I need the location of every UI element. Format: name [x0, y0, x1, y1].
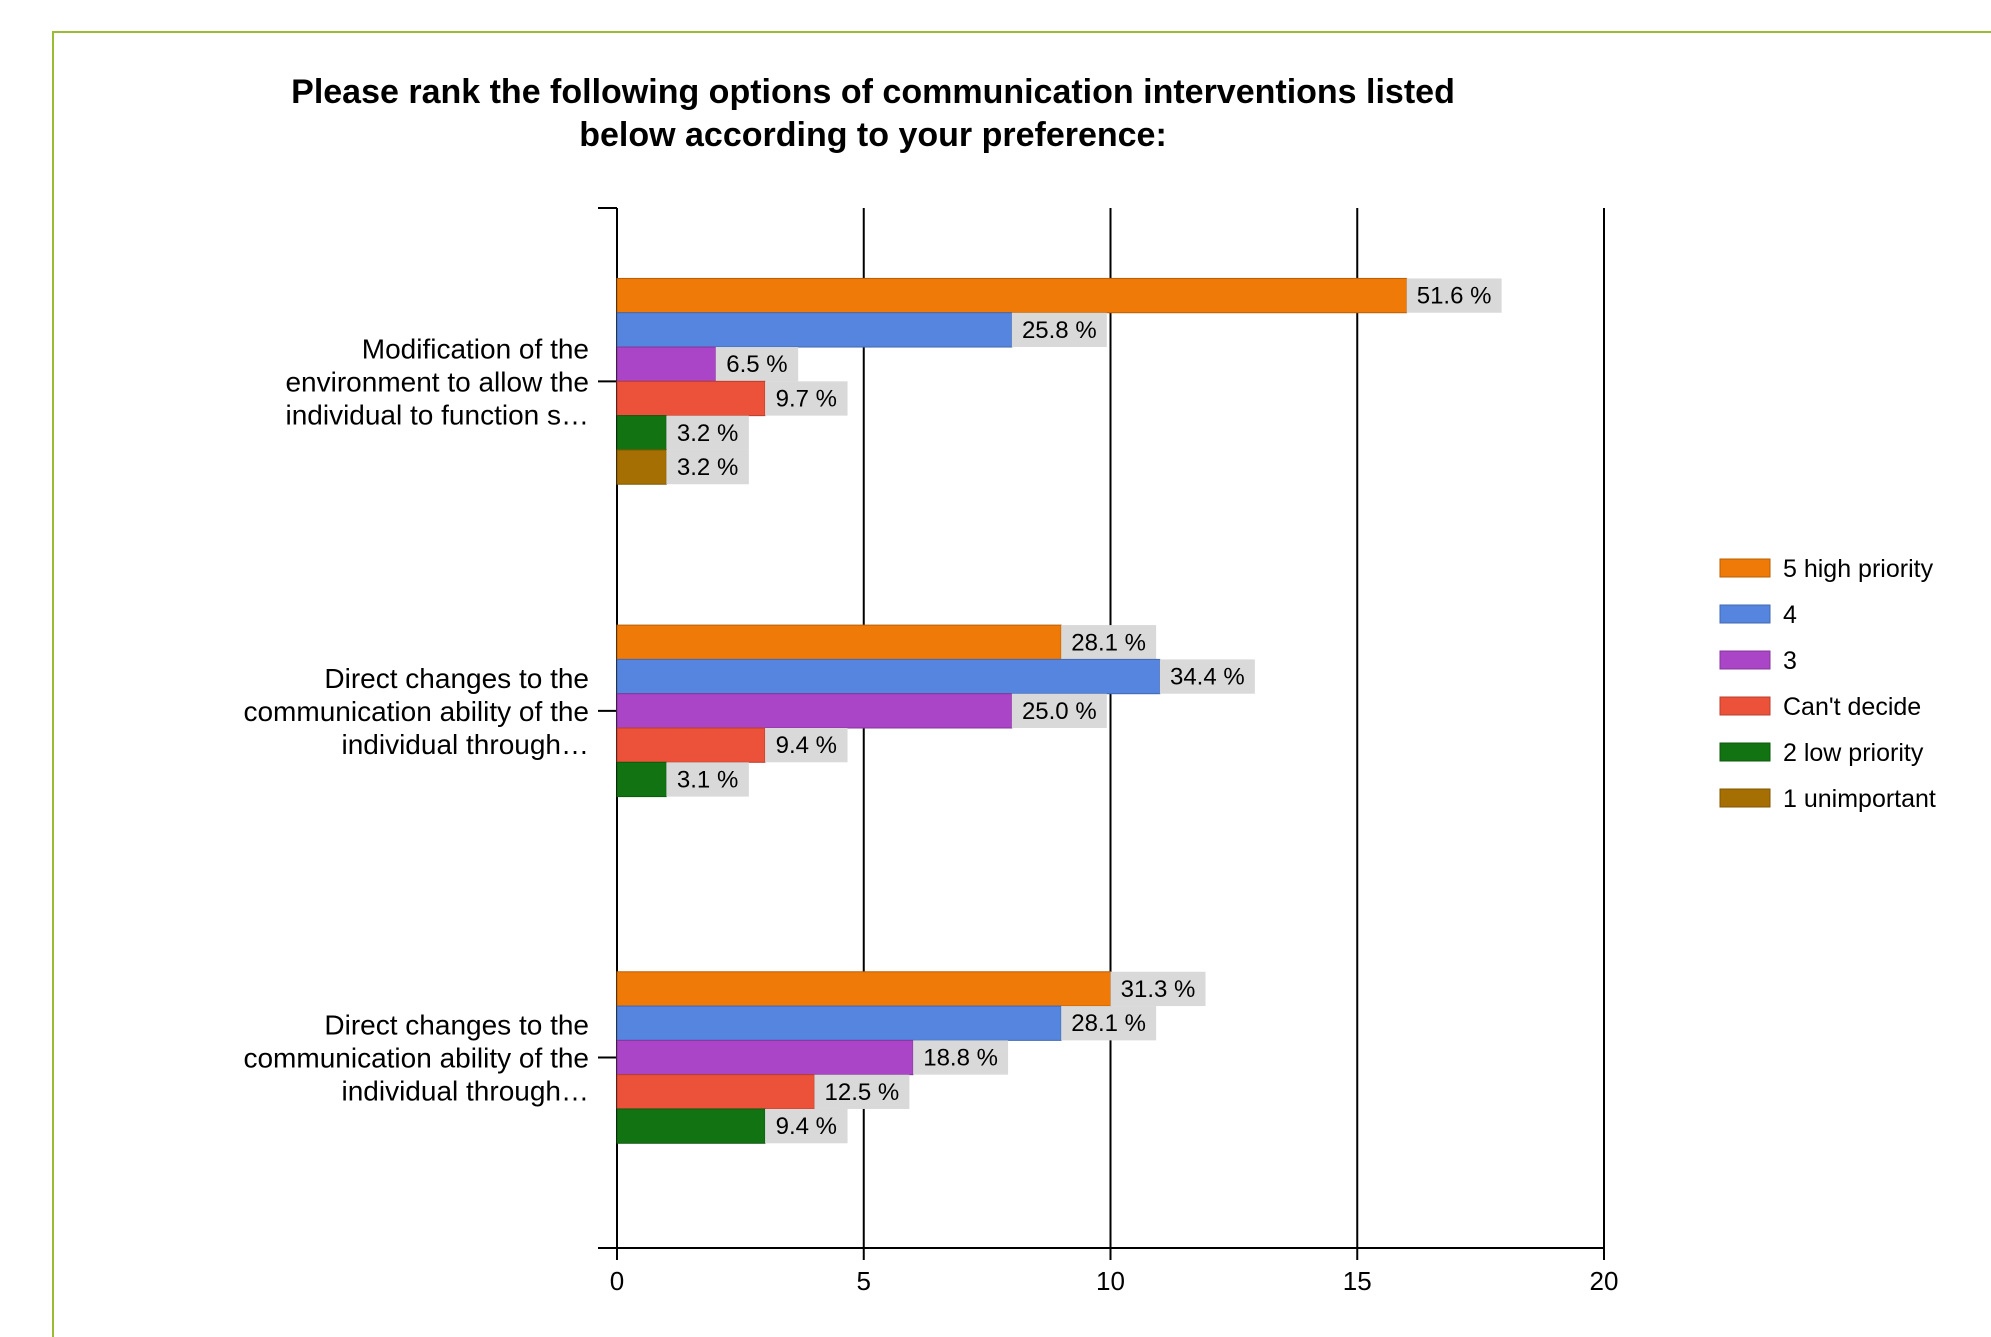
bar — [616, 415, 667, 451]
data-label-bg — [1061, 625, 1157, 660]
data-label: 12.5 % — [825, 1079, 900, 1106]
legend-swatch — [1719, 696, 1771, 716]
bar — [616, 380, 766, 417]
category-label: communication ability of the — [243, 696, 589, 727]
data-label-bg — [1011, 693, 1107, 728]
legend-label: 1 unimportant — [1783, 785, 1936, 813]
legend-swatch — [1719, 742, 1771, 762]
category-label: Direct changes to the — [324, 663, 589, 694]
data-label: 25.8 % — [1022, 317, 1097, 344]
bar — [616, 727, 766, 763]
data-label: 3.1 % — [677, 766, 738, 793]
data-label: 6.5 % — [726, 351, 787, 378]
legend-swatch — [1719, 650, 1771, 670]
chart-title-line: Please rank the following options of com… — [291, 73, 1455, 111]
bar — [616, 277, 1408, 314]
data-label-bg — [1159, 659, 1255, 694]
data-label-bg — [913, 1040, 1009, 1075]
bar — [616, 1074, 815, 1110]
legend-swatch — [1719, 558, 1771, 578]
x-tick-label: 15 — [1343, 1266, 1372, 1296]
data-label: 28.1 % — [1071, 629, 1146, 656]
bar — [616, 693, 1013, 729]
chart-frame — [52, 31, 1991, 1337]
legend-swatch — [1719, 788, 1771, 808]
category-label: Direct changes to the — [324, 1010, 589, 1041]
data-label-bg — [1406, 278, 1502, 313]
legend-swatch — [1719, 604, 1771, 624]
data-label: 25.0 % — [1022, 698, 1097, 725]
data-label-bg — [1061, 1006, 1157, 1041]
data-label-bg — [715, 347, 799, 382]
data-label: 9.4 % — [776, 732, 837, 759]
data-label: 3.2 % — [677, 454, 738, 481]
legend-label: Can't decide — [1783, 693, 1921, 721]
legend-label: 3 — [1783, 647, 1797, 675]
category-label: communication ability of the — [243, 1043, 589, 1074]
data-label: 31.3 % — [1121, 976, 1196, 1003]
bar — [616, 761, 667, 798]
data-label: 18.8 % — [923, 1045, 998, 1072]
chart-title-line: below according to your preference: — [579, 116, 1167, 154]
data-label-bg — [1011, 312, 1107, 348]
bar — [616, 624, 1062, 660]
data-label-bg — [765, 1108, 848, 1144]
x-tick-label: 20 — [1590, 1266, 1619, 1296]
data-label-bg — [666, 415, 749, 450]
category-label: individual through… — [342, 1076, 590, 1107]
data-label-bg — [1110, 971, 1206, 1007]
data-label-bg — [765, 381, 848, 416]
legend-label: 2 low priority — [1783, 739, 1924, 767]
data-label: 51.6 % — [1417, 283, 1492, 310]
data-label: 34.4 % — [1170, 664, 1245, 691]
bar — [616, 658, 1161, 695]
data-label-bg — [814, 1074, 910, 1109]
data-label: 28.1 % — [1071, 1010, 1146, 1037]
data-label-bg — [765, 728, 848, 763]
data-label: 9.7 % — [776, 385, 837, 412]
bar — [616, 1039, 914, 1076]
category-label: individual through… — [342, 729, 590, 760]
bar — [616, 1005, 1062, 1041]
bar — [616, 312, 1013, 348]
bar — [616, 449, 667, 485]
legend-label: 4 — [1783, 601, 1797, 629]
bar — [616, 1108, 766, 1144]
data-label-bg — [666, 762, 749, 797]
bar — [616, 346, 717, 382]
x-tick-label: 10 — [1096, 1266, 1125, 1296]
bar — [616, 971, 1111, 1007]
legend-label: 5 high priority — [1783, 555, 1934, 583]
category-label: environment to allow the — [285, 366, 589, 397]
x-tick-label: 0 — [610, 1266, 624, 1296]
category-label: individual to function s… — [285, 399, 589, 430]
data-label: 3.2 % — [677, 420, 738, 447]
data-label: 9.4 % — [776, 1113, 837, 1140]
data-label-bg — [666, 449, 749, 485]
x-tick-label: 5 — [857, 1266, 871, 1296]
category-label: Modification of the — [362, 333, 589, 364]
